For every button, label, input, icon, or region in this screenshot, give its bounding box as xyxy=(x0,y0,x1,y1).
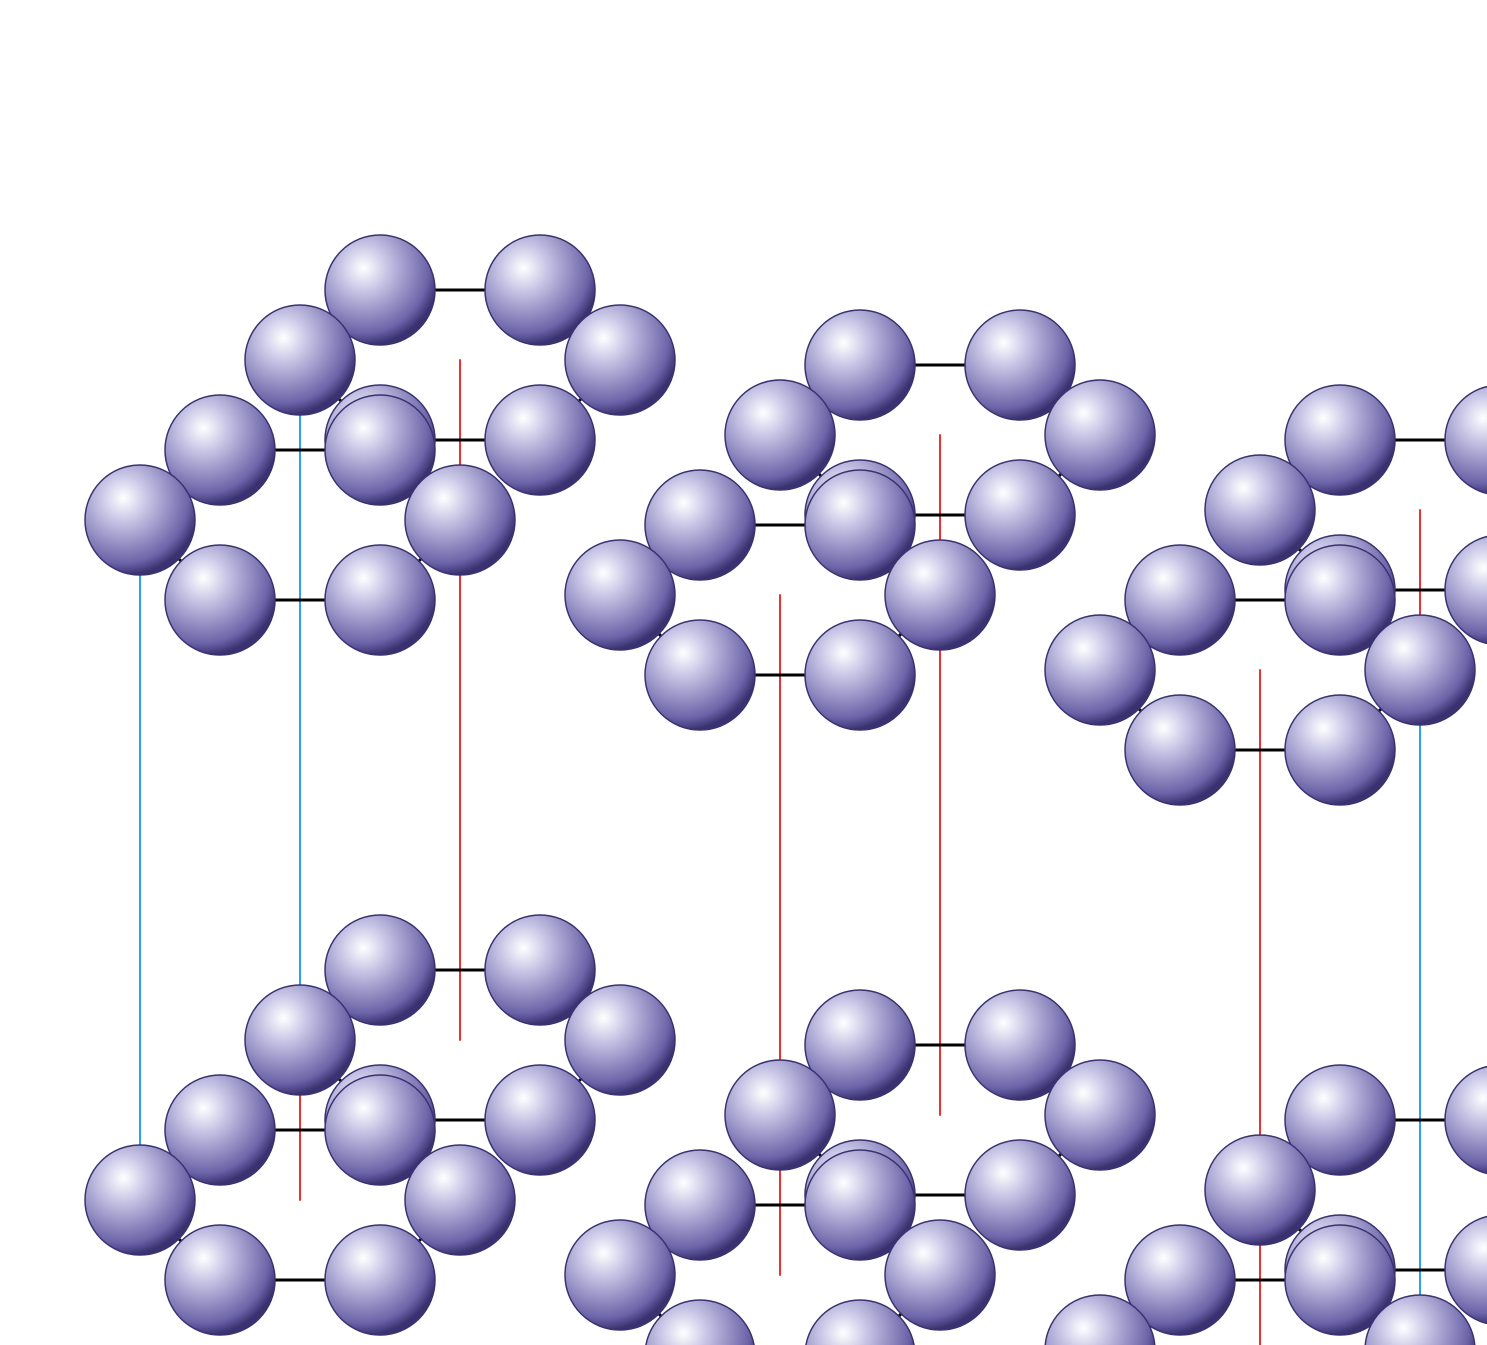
atom-top xyxy=(325,545,435,655)
atom-top xyxy=(405,465,515,575)
atom-top xyxy=(1045,380,1155,490)
atom-top xyxy=(1365,615,1475,725)
atom-top xyxy=(885,540,995,650)
atom-bottom xyxy=(885,1220,995,1330)
atom-top xyxy=(1205,455,1315,565)
atom-top xyxy=(1445,385,1487,495)
atom-top xyxy=(645,620,755,730)
atom-top xyxy=(165,545,275,655)
atom-top xyxy=(85,465,195,575)
atom-bottom xyxy=(1205,1135,1315,1245)
atom-top xyxy=(1045,615,1155,725)
atom-top xyxy=(565,305,675,415)
atom-top xyxy=(1125,695,1235,805)
atom-bottom xyxy=(405,1145,515,1255)
graphite-lattice-diagram xyxy=(0,0,1487,1345)
atom-top xyxy=(245,305,355,415)
atom-bottom xyxy=(725,1060,835,1170)
atoms xyxy=(85,235,1487,1345)
atom-bottom xyxy=(165,1225,275,1335)
atom-bottom xyxy=(565,1220,675,1330)
atom-bottom xyxy=(245,985,355,1095)
atom-bottom xyxy=(485,1065,595,1175)
atom-bottom xyxy=(1045,1060,1155,1170)
atom-bottom xyxy=(565,985,675,1095)
atom-top xyxy=(805,620,915,730)
atom-bottom xyxy=(85,1145,195,1255)
atom-top xyxy=(1285,695,1395,805)
atom-top xyxy=(965,460,1075,570)
atom-bottom xyxy=(325,1225,435,1335)
atom-top xyxy=(485,385,595,495)
atom-top xyxy=(565,540,675,650)
atom-bottom xyxy=(965,1140,1075,1250)
atom-bottom xyxy=(1445,1065,1487,1175)
atom-top xyxy=(725,380,835,490)
